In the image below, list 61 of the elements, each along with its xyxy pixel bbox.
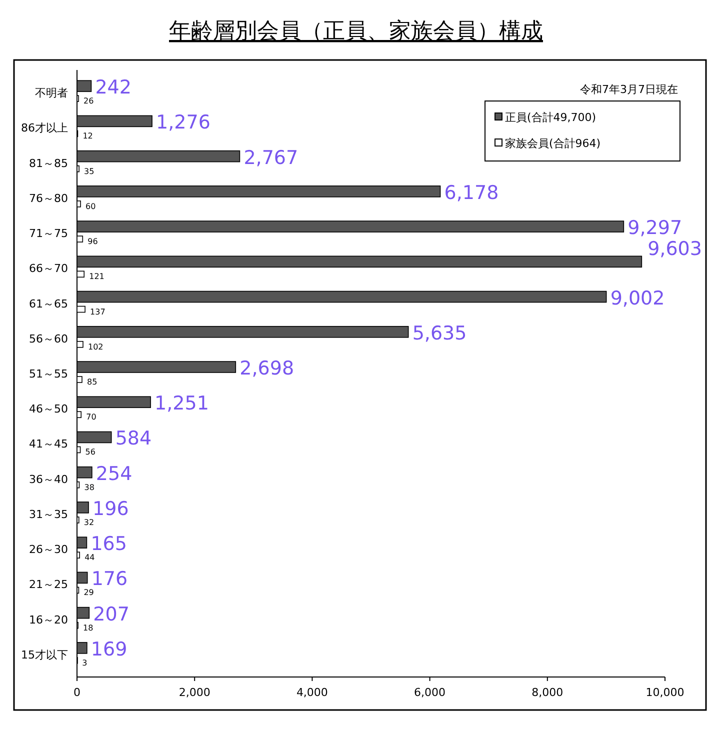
data-label: 18 <box>83 623 94 632</box>
y-tick-label: 76～80 <box>29 192 68 205</box>
data-label: 9,002 <box>610 287 665 310</box>
y-tick-label: 31～35 <box>29 508 68 521</box>
data-label: 12 <box>82 132 93 141</box>
data-label: 56 <box>85 448 96 457</box>
data-label: 44 <box>84 553 95 562</box>
y-tick-label: 81～85 <box>29 156 68 170</box>
annotation: 令和7年3月7日現在 <box>580 83 678 96</box>
data-label: 1,251 <box>154 392 209 415</box>
data-label: 38 <box>84 482 94 492</box>
data-label: 5,635 <box>412 322 467 344</box>
y-tick-label: 86才以上 <box>21 122 68 135</box>
data-label: 137 <box>90 307 106 316</box>
y-tick-label: 46～50 <box>29 402 68 416</box>
y-tick-label: 56～60 <box>29 332 68 346</box>
y-tick-label: 41～45 <box>29 438 68 451</box>
y-tick-label: 16～20 <box>29 613 68 626</box>
data-label: 2,767 <box>244 146 298 169</box>
data-label: 169 <box>90 638 128 660</box>
y-tick-label: 不明者 <box>35 86 68 100</box>
y-tick-label: 61～65 <box>29 297 68 310</box>
y-tick-label: 21～25 <box>29 578 68 592</box>
data-label: 85 <box>87 378 98 386</box>
x-tick-label: 2,000 <box>178 686 210 699</box>
y-tick-label: 66～70 <box>29 262 68 276</box>
y-tick-label: 26～30 <box>29 543 68 556</box>
legend-label: 家族会員(合計964) <box>505 137 601 150</box>
data-label: 176 <box>91 568 128 590</box>
legend-label: 正員(合計49,700) <box>505 111 596 124</box>
data-label: 32 <box>84 518 94 527</box>
data-label: 1,276 <box>156 112 210 134</box>
data-label: 196 <box>92 498 129 520</box>
y-tick-label: 15才以下 <box>21 648 68 662</box>
data-label: 35 <box>84 166 94 176</box>
data-label: 121 <box>89 272 104 282</box>
data-label: 254 <box>96 462 132 485</box>
data-label: 26 <box>84 96 94 106</box>
x-tick-label: 0 <box>74 686 80 699</box>
data-label: 6,178 <box>444 182 499 204</box>
y-tick-label: 71～75 <box>29 227 68 240</box>
y-tick-label: 36～40 <box>29 472 68 486</box>
data-label: 29 <box>84 588 94 598</box>
x-tick-label: 8,000 <box>532 686 564 699</box>
data-label: 584 <box>115 428 152 450</box>
x-tick-label: 6,000 <box>414 686 446 699</box>
data-label: 2,698 <box>240 358 294 380</box>
data-label: 3 <box>82 658 88 668</box>
data-label: 60 <box>86 202 96 211</box>
data-label: 70 <box>86 412 96 422</box>
data-label: 9,603 <box>648 238 702 260</box>
data-label: 165 <box>90 533 127 556</box>
data-label: 242 <box>95 76 132 99</box>
data-label: 102 <box>88 342 104 352</box>
chart-title: 年齢層別会員（正員、家族会員）構成 <box>169 19 543 44</box>
y-tick-label: 51～55 <box>29 368 68 380</box>
data-label: 207 <box>93 603 130 626</box>
data-label: 9,297 <box>628 217 682 240</box>
x-tick-label: 4,000 <box>296 686 328 699</box>
data-label: 96 <box>88 237 98 246</box>
x-tick-label: 10,000 <box>646 686 684 699</box>
